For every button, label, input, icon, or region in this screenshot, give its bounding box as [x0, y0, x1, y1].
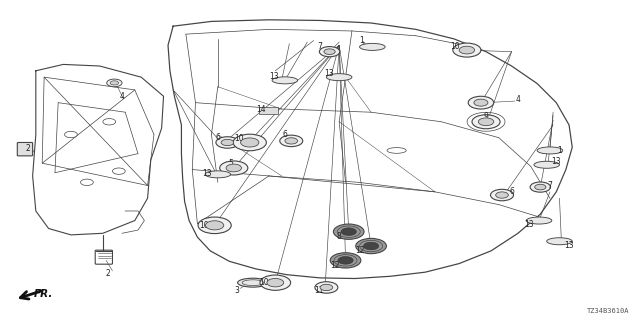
Circle shape	[65, 131, 77, 138]
Circle shape	[468, 96, 493, 109]
Circle shape	[198, 217, 231, 234]
FancyBboxPatch shape	[259, 107, 278, 114]
Circle shape	[267, 278, 284, 287]
Circle shape	[324, 49, 335, 54]
Circle shape	[103, 119, 116, 125]
Circle shape	[474, 99, 488, 106]
Circle shape	[534, 184, 546, 190]
Circle shape	[330, 253, 361, 268]
Text: 6: 6	[509, 188, 514, 196]
Ellipse shape	[326, 74, 352, 81]
Text: 10: 10	[234, 134, 244, 143]
Circle shape	[356, 238, 387, 254]
Circle shape	[453, 43, 481, 57]
Circle shape	[221, 139, 234, 146]
Circle shape	[280, 135, 303, 147]
Text: 13: 13	[324, 69, 333, 78]
Text: 2: 2	[106, 268, 110, 278]
Circle shape	[107, 79, 122, 87]
Circle shape	[320, 284, 333, 291]
Text: 10: 10	[260, 278, 269, 287]
Text: 2: 2	[25, 144, 30, 153]
Circle shape	[110, 81, 118, 85]
Text: 1: 1	[557, 146, 562, 155]
Circle shape	[496, 192, 508, 198]
Text: 6: 6	[282, 130, 287, 139]
Text: 12: 12	[330, 261, 339, 270]
Text: 13: 13	[564, 241, 574, 250]
Text: 4: 4	[516, 95, 520, 104]
Circle shape	[241, 138, 259, 147]
Ellipse shape	[237, 278, 268, 287]
Ellipse shape	[360, 44, 385, 50]
Ellipse shape	[534, 161, 559, 168]
Ellipse shape	[537, 147, 563, 154]
Text: 3: 3	[234, 286, 239, 295]
Text: 8: 8	[337, 232, 342, 241]
Text: 5: 5	[228, 159, 233, 168]
Circle shape	[226, 164, 241, 172]
Text: 11: 11	[314, 286, 323, 295]
Circle shape	[341, 228, 356, 236]
Ellipse shape	[526, 217, 552, 224]
Text: 12: 12	[355, 246, 364, 255]
Ellipse shape	[272, 77, 298, 84]
Text: 14: 14	[256, 105, 266, 114]
Ellipse shape	[205, 171, 230, 178]
Circle shape	[220, 161, 248, 175]
Text: 1: 1	[359, 36, 364, 45]
Text: 6: 6	[216, 133, 220, 142]
Ellipse shape	[547, 238, 572, 245]
Circle shape	[205, 221, 224, 230]
Text: 10: 10	[199, 221, 209, 230]
Text: 13: 13	[525, 220, 534, 229]
Text: 13: 13	[269, 72, 279, 81]
Circle shape	[459, 46, 475, 54]
Circle shape	[81, 179, 93, 186]
Text: 10: 10	[451, 42, 460, 52]
Circle shape	[315, 282, 338, 293]
Circle shape	[333, 224, 364, 239]
Text: 7: 7	[317, 42, 323, 52]
Circle shape	[113, 168, 125, 174]
Text: 9: 9	[484, 113, 488, 122]
Circle shape	[338, 257, 353, 264]
FancyBboxPatch shape	[17, 142, 33, 156]
Circle shape	[319, 47, 340, 57]
Text: 13: 13	[202, 169, 212, 178]
Text: 4: 4	[120, 92, 124, 101]
Circle shape	[233, 134, 266, 151]
Circle shape	[285, 138, 298, 144]
Text: TZ34B3610A: TZ34B3610A	[588, 308, 630, 314]
Circle shape	[490, 189, 513, 201]
Circle shape	[530, 182, 550, 192]
Circle shape	[478, 118, 494, 126]
Circle shape	[364, 242, 379, 250]
Text: 13: 13	[552, 157, 561, 166]
Text: 7: 7	[547, 181, 552, 190]
Circle shape	[472, 115, 500, 129]
Text: FR.: FR.	[34, 289, 53, 299]
Circle shape	[260, 275, 291, 290]
Circle shape	[216, 137, 239, 148]
